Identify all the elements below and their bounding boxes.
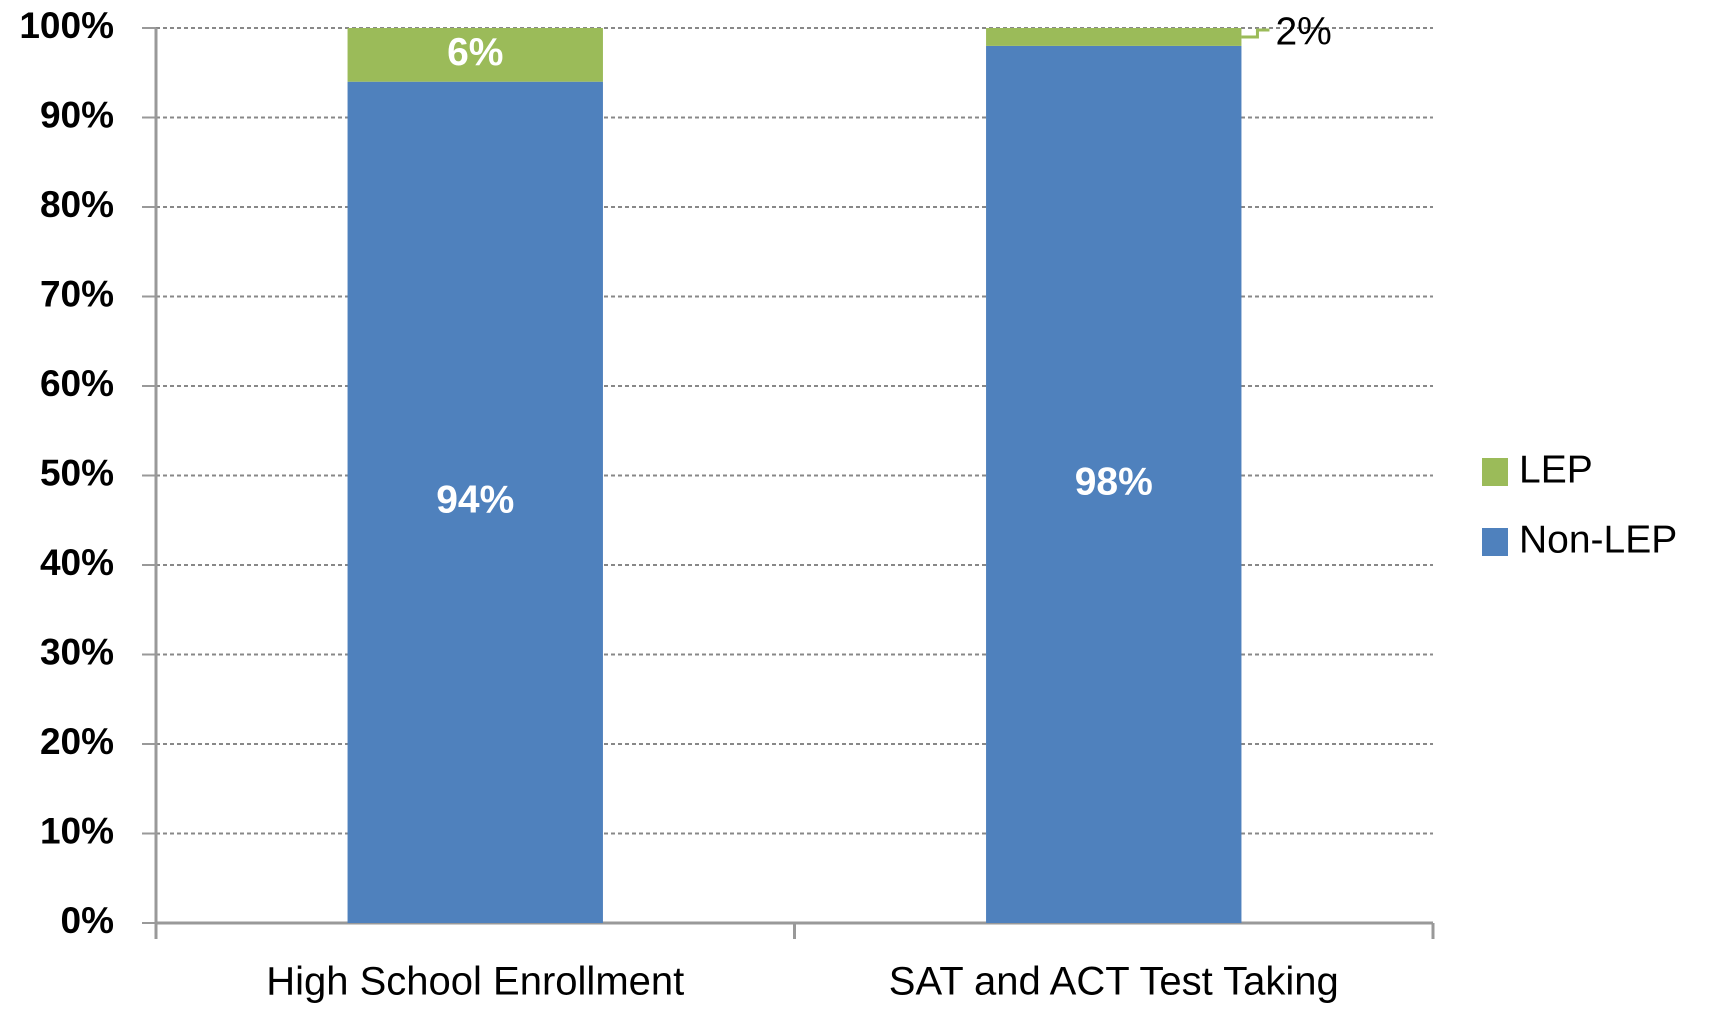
y-tick-label: 20% <box>40 721 114 762</box>
y-tick-label: 30% <box>40 631 114 672</box>
data-label: 6% <box>447 31 503 74</box>
y-tick-label: 50% <box>40 452 114 493</box>
y-tick-label: 80% <box>40 184 114 225</box>
legend-swatch <box>1482 528 1508 556</box>
legend-swatch <box>1482 458 1508 486</box>
bar-segment <box>986 28 1242 46</box>
y-tick-label: 10% <box>40 810 114 851</box>
y-tick-label: 0% <box>61 900 114 941</box>
legend-label: LEP <box>1519 448 1593 491</box>
bar-segment <box>986 45 1242 923</box>
x-tick-label: SAT and ACT Test Taking <box>889 960 1339 1004</box>
y-tick-label: 70% <box>40 273 114 314</box>
bar-segment <box>347 28 603 82</box>
leader-line <box>1241 28 1270 39</box>
y-tick-label: 100% <box>19 5 114 46</box>
x-tick-label: High School Enrollment <box>266 960 684 1004</box>
data-label: 98% <box>1075 461 1153 504</box>
y-tick-label: 40% <box>40 542 114 583</box>
y-tick-label: 60% <box>40 363 114 404</box>
legend-label: Non-LEP <box>1519 518 1677 561</box>
data-label: 94% <box>436 479 514 522</box>
bar-segment <box>347 81 603 923</box>
y-tick-label: 90% <box>40 94 114 135</box>
data-label: 2% <box>1275 10 1331 53</box>
